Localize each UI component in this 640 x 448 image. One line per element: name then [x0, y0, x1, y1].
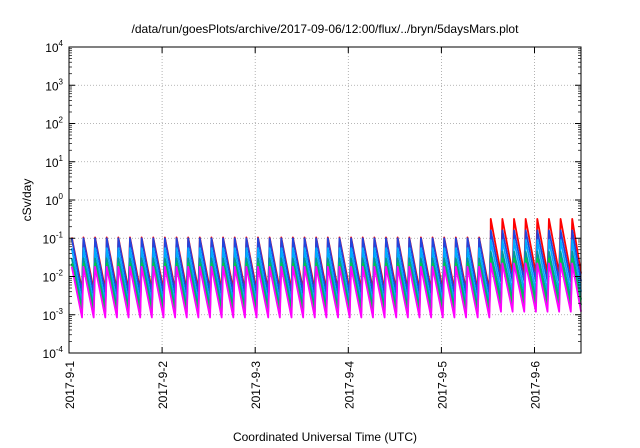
- x-tick-label: 2017-9-2: [156, 361, 170, 409]
- x-tick-label: 2017-9-1: [63, 361, 77, 409]
- x-axis-label: Coordinated Universal Time (UTC): [233, 430, 417, 444]
- x-tick-label: 2017-9-3: [249, 361, 263, 409]
- series-line: [70, 229, 582, 295]
- y-tick-label: 100: [45, 192, 63, 208]
- series-line: [70, 257, 582, 313]
- x-tick-label: 2017-9-5: [435, 361, 449, 409]
- y-tick-label: 101: [45, 154, 63, 170]
- y-tick-label: 10-4: [43, 345, 64, 361]
- series-line: [70, 262, 582, 319]
- series-layer: [70, 218, 582, 319]
- x-tick-label: 2017-9-6: [529, 361, 543, 409]
- y-tick-label: 102: [45, 116, 63, 132]
- ticks: 10-4 10-3 10-2 10-1 100 101 102 103 104 2017-9-1 2…: [43, 39, 581, 409]
- x-tick-label: 2017-9-4: [342, 361, 356, 409]
- y-tick-label: 10-3: [43, 307, 64, 323]
- chart-title: /data/run/goesPlots/archive/2017-09-06/1…: [132, 22, 520, 36]
- y-axis-label: cSv/day: [20, 179, 34, 222]
- y-tick-label: 104: [45, 39, 63, 55]
- y-tick-label: 10-2: [43, 269, 64, 285]
- y-tick-label: 103: [45, 77, 63, 93]
- y-tick-label: 10-1: [43, 230, 64, 246]
- series-line: [70, 239, 582, 305]
